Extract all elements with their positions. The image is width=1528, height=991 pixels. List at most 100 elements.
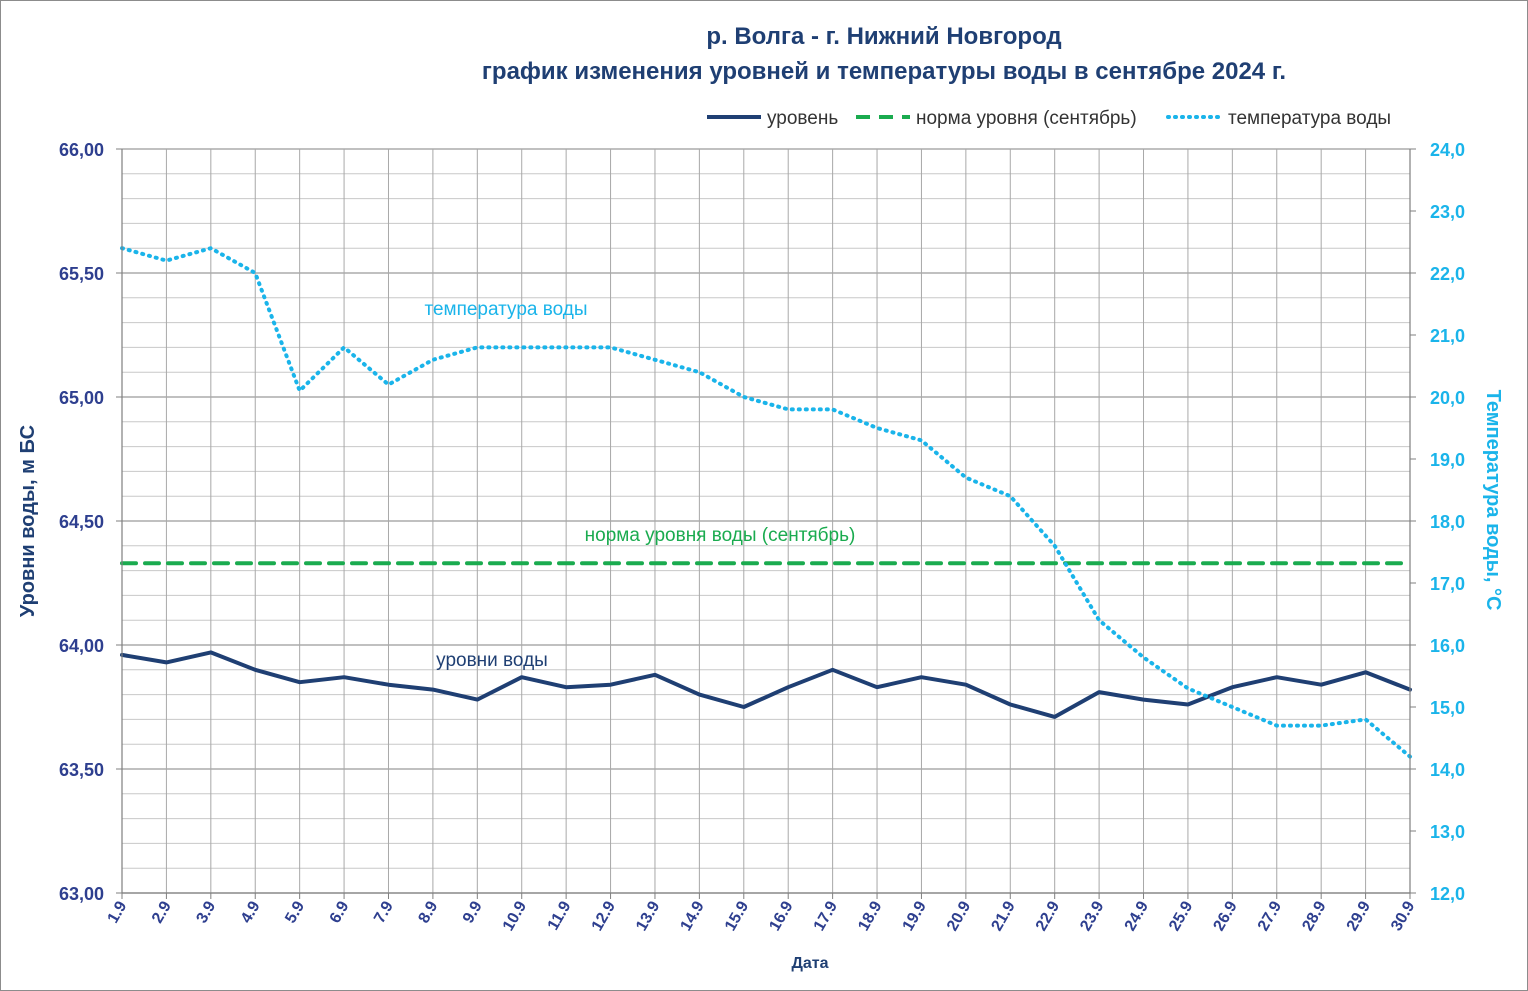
- grid: [121, 148, 1411, 894]
- data-point-temperature: [919, 438, 923, 442]
- data-point-level: [697, 693, 701, 697]
- data-point-norm: [875, 561, 879, 565]
- data-point-norm: [697, 561, 701, 565]
- y-tick-right-label: 15,0: [1430, 698, 1465, 718]
- annotation-temperature: температура воды: [424, 299, 587, 320]
- data-point-temperature: [831, 407, 835, 411]
- data-point-level: [520, 675, 524, 679]
- data-point-level: [653, 673, 657, 677]
- data-point-temperature: [1275, 724, 1279, 728]
- data-point-level: [431, 688, 435, 692]
- y-tick-left-label: 64,00: [59, 636, 104, 656]
- data-point-temperature: [520, 345, 524, 349]
- legend-label-norm: норма уровня (сентябрь): [916, 108, 1137, 129]
- y-axis-left-label: Уровни воды, м БС: [17, 425, 39, 617]
- data-point-level: [786, 685, 790, 689]
- annotation-norm: норма уровня воды (сентябрь): [585, 525, 856, 546]
- legend-item-level: уровень: [707, 108, 838, 129]
- data-point-level: [742, 705, 746, 709]
- series-layer: [120, 246, 1412, 759]
- data-point-temperature: [564, 345, 568, 349]
- data-point-norm: [342, 561, 346, 565]
- series-line-level: [120, 650, 1412, 719]
- y-tick-right-label: 16,0: [1430, 636, 1465, 656]
- data-point-level: [298, 680, 302, 684]
- y-tick-right-label: 22,0: [1430, 264, 1465, 284]
- y-tick-left-label: 64,50: [59, 512, 104, 532]
- data-point-temperature: [1319, 724, 1323, 728]
- y-tick-right-label: 23,0: [1430, 202, 1465, 222]
- data-point-norm: [1319, 561, 1323, 565]
- legend-label-level: уровень: [767, 108, 838, 129]
- chart-title: р. Волга - г. Нижний Новгород: [706, 23, 1061, 50]
- data-point-norm: [1275, 561, 1279, 565]
- data-point-norm: [742, 561, 746, 565]
- series-line-temperature: [120, 246, 1412, 759]
- data-point-level: [1097, 690, 1101, 694]
- y-tick-right-label: 12,0: [1430, 884, 1465, 904]
- data-point-norm: [1364, 561, 1368, 565]
- x-axis-label: Дата: [791, 955, 828, 972]
- y-tick-left-label: 63,50: [59, 760, 104, 780]
- y-tick-right-label: 24,0: [1430, 140, 1465, 160]
- data-point-temperature: [1053, 544, 1057, 548]
- data-point-level: [386, 683, 390, 687]
- data-point-level: [1186, 703, 1190, 707]
- data-point-temperature: [164, 259, 168, 263]
- data-point-temperature: [1008, 494, 1012, 498]
- data-point-temperature: [298, 389, 302, 393]
- data-point-level: [919, 675, 923, 679]
- data-point-temperature: [1142, 655, 1146, 659]
- data-point-level: [1319, 683, 1323, 687]
- data-point-temperature: [1364, 717, 1368, 721]
- data-point-norm: [1186, 561, 1190, 565]
- data-point-norm: [1097, 561, 1101, 565]
- data-point-level: [875, 685, 879, 689]
- data-point-norm: [520, 561, 524, 565]
- data-point-temperature: [386, 383, 390, 387]
- y-tick-right-label: 13,0: [1430, 822, 1465, 842]
- data-point-temperature: [786, 407, 790, 411]
- y-tick-left-label: 65,00: [59, 388, 104, 408]
- chart-subtitle: график изменения уровней и температуры в…: [482, 58, 1286, 85]
- data-point-level: [1275, 675, 1279, 679]
- data-point-norm: [209, 561, 213, 565]
- data-point-level: [564, 685, 568, 689]
- data-point-level: [209, 650, 213, 654]
- data-point-norm: [964, 561, 968, 565]
- data-point-norm: [919, 561, 923, 565]
- data-point-level: [1230, 685, 1234, 689]
- data-point-level: [831, 668, 835, 672]
- data-point-norm: [386, 561, 390, 565]
- data-point-norm: [564, 561, 568, 565]
- data-point-level: [609, 683, 613, 687]
- legend-item-temperature: температура воды: [1166, 108, 1391, 129]
- data-point-norm: [164, 561, 168, 565]
- data-point-norm: [298, 561, 302, 565]
- data-point-temperature: [253, 271, 257, 275]
- data-point-temperature: [475, 345, 479, 349]
- data-point-norm: [653, 561, 657, 565]
- data-point-temperature: [431, 358, 435, 362]
- y-tick-left-label: 66,00: [59, 140, 104, 160]
- data-point-norm: [1053, 561, 1057, 565]
- data-point-norm: [1230, 561, 1234, 565]
- data-point-norm: [1008, 561, 1012, 565]
- data-point-temperature: [1186, 686, 1190, 690]
- data-point-temperature: [609, 345, 613, 349]
- data-point-level: [964, 683, 968, 687]
- legend-label-temperature: температура воды: [1228, 108, 1391, 129]
- data-point-level: [1364, 670, 1368, 674]
- data-point-temperature: [1230, 705, 1234, 709]
- y-tick-right-label: 17,0: [1430, 574, 1465, 594]
- data-point-level: [253, 668, 257, 672]
- data-point-norm: [1142, 561, 1146, 565]
- data-point-temperature: [742, 395, 746, 399]
- y-tick-left-label: 63,00: [59, 884, 104, 904]
- data-point-norm: [475, 561, 479, 565]
- data-point-level: [1008, 703, 1012, 707]
- y-tick-right-label: 20,0: [1430, 388, 1465, 408]
- data-point-level: [1142, 698, 1146, 702]
